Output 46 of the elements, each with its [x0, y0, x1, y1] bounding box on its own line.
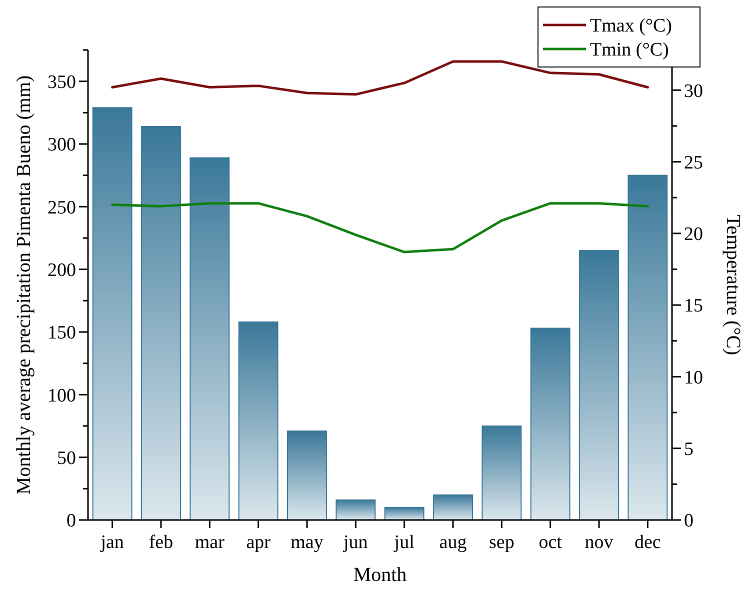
y-tick-label: 50: [57, 448, 76, 469]
y-tick-label: 200: [48, 260, 76, 281]
x-tick-label: feb: [148, 532, 174, 553]
y-tick-label: 100: [48, 385, 76, 406]
y2-tick-label: 30: [684, 80, 703, 102]
x-tick-label: jun: [342, 532, 368, 553]
x-axis-title: Month: [353, 564, 407, 586]
y2-tick-label: 10: [684, 367, 703, 388]
y2-axis-title: Temperature (°C): [722, 214, 744, 356]
legend-label: Tmin (°C): [590, 40, 669, 61]
y-axis-title: Monthly average precipitation Pimenta Bueno (mm): [13, 75, 35, 495]
bar: [141, 126, 181, 520]
bar: [238, 321, 278, 520]
line-series: [111, 60, 649, 96]
y-tick-label: 300: [48, 134, 76, 156]
y2-tick-label: 20: [684, 224, 703, 246]
y-tick-label: 150: [48, 322, 76, 344]
bar: [530, 328, 570, 520]
x-tick-label: oct: [538, 532, 563, 553]
y-tick-label: 350: [48, 72, 76, 93]
x-tick-label: apr: [246, 532, 272, 553]
bar: [384, 506, 424, 520]
x-tick-label: jul: [393, 532, 414, 553]
bar: [579, 250, 619, 520]
x-tick-label: jan: [100, 532, 124, 553]
legend-label: Tmax (°C): [590, 16, 672, 37]
bar: [190, 157, 230, 520]
y2-tick-label: 15: [684, 296, 703, 317]
bar: [92, 107, 132, 520]
x-tick-label: aug: [439, 532, 468, 553]
line-series: [111, 202, 649, 254]
bar: [482, 426, 522, 520]
x-tick-label: dec: [634, 532, 661, 553]
x-tick-label: sep: [489, 532, 514, 553]
y2-tick-label: 0: [684, 510, 694, 532]
y2-tick-label: 5: [684, 439, 694, 460]
x-tick-label: may: [290, 532, 324, 553]
bar: [433, 494, 473, 520]
bar: [628, 174, 668, 520]
bar: [336, 499, 376, 520]
x-tick-label: mar: [194, 532, 226, 553]
x-tick-label: nov: [584, 532, 614, 553]
y-tick-label: 250: [48, 197, 76, 218]
bar: [287, 430, 327, 520]
y-tick-label: 0: [66, 510, 76, 532]
y2-tick-label: 25: [684, 152, 703, 174]
